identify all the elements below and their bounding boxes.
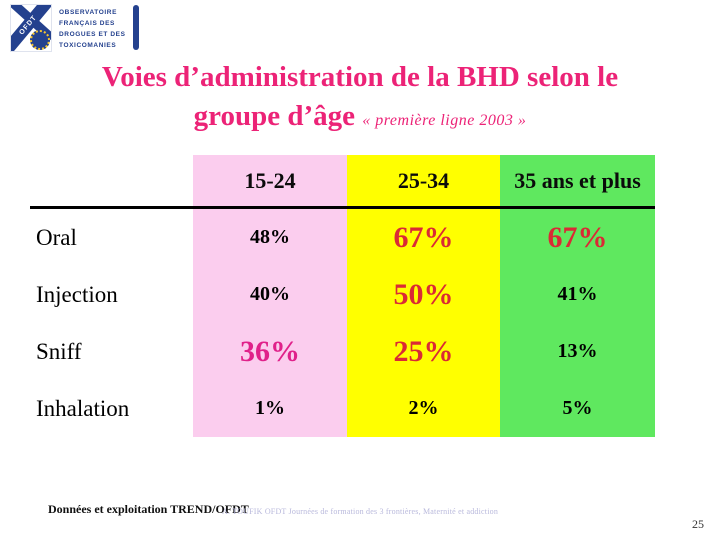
column-header-25-34: 25-34 — [347, 155, 500, 209]
slide-subtitle: « première ligne 2003 » — [362, 112, 527, 129]
row-label-sniff: Sniff — [36, 338, 82, 364]
cell-injection-25-34: 50% — [347, 266, 500, 323]
cell-sniff-35-plus: 13% — [500, 323, 655, 380]
cell-inhalation-35-plus: 5% — [500, 380, 655, 437]
slide-title-line2-wrap: groupe d’âge « première ligne 2003 » — [0, 97, 720, 140]
slide-title: Voies d’administration de la BHD selon l… — [0, 58, 720, 140]
administration-table: 15-24 25-34 35 ans et plus Oral 48% 67% … — [30, 155, 655, 437]
logo-vertical-bar — [132, 5, 139, 50]
logo-line-4: TOXICOMANIES — [59, 42, 117, 49]
cell-oral-25-34: 67% — [347, 209, 500, 266]
slide-title-line2: groupe d’âge — [193, 100, 356, 132]
row-label-inhalation: Inhalation — [36, 395, 130, 421]
logo-line-2: FRANÇAIS DES — [59, 20, 115, 27]
slide-title-line1: Voies d’administration de la BHD selon l… — [101, 61, 619, 93]
footer-event-credit: A. TOUFIK OFDT Journées de formation des… — [222, 507, 499, 516]
row-label-oral: Oral — [36, 224, 77, 250]
cell-sniff-25-34: 25% — [347, 323, 500, 380]
table-corner-cell — [30, 155, 193, 209]
cell-oral-35-plus: 67% — [500, 209, 655, 266]
column-header-15-24: 15-24 — [193, 155, 347, 209]
eu-stars-icon — [30, 30, 50, 50]
ofdt-logo: OFDT OBSERVATOIRE FRANÇAIS DES DROGUES E… — [10, 4, 139, 52]
slide-page-number: 25 — [692, 517, 704, 531]
cell-inhalation-25-34: 2% — [347, 380, 500, 437]
logo-line-1: OBSERVATOIRE — [59, 9, 118, 16]
cell-oral-15-24: 48% — [193, 209, 347, 266]
footer-source-credit: Données et exploitation TREND/OFDT — [48, 502, 249, 516]
logo-text-block: OBSERVATOIRE FRANÇAIS DES DROGUES ET DES… — [59, 7, 126, 51]
logo-line-3: DROGUES ET DES — [59, 31, 126, 38]
ofdt-logo-tile: OFDT — [10, 4, 52, 52]
cell-injection-35-plus: 41% — [500, 266, 655, 323]
cell-inhalation-15-24: 1% — [193, 380, 347, 437]
cell-injection-15-24: 40% — [193, 266, 347, 323]
cell-sniff-15-24: 36% — [193, 323, 347, 380]
row-label-injection: Injection — [36, 281, 118, 307]
column-header-35-et-plus: 35 ans et plus — [500, 155, 655, 209]
